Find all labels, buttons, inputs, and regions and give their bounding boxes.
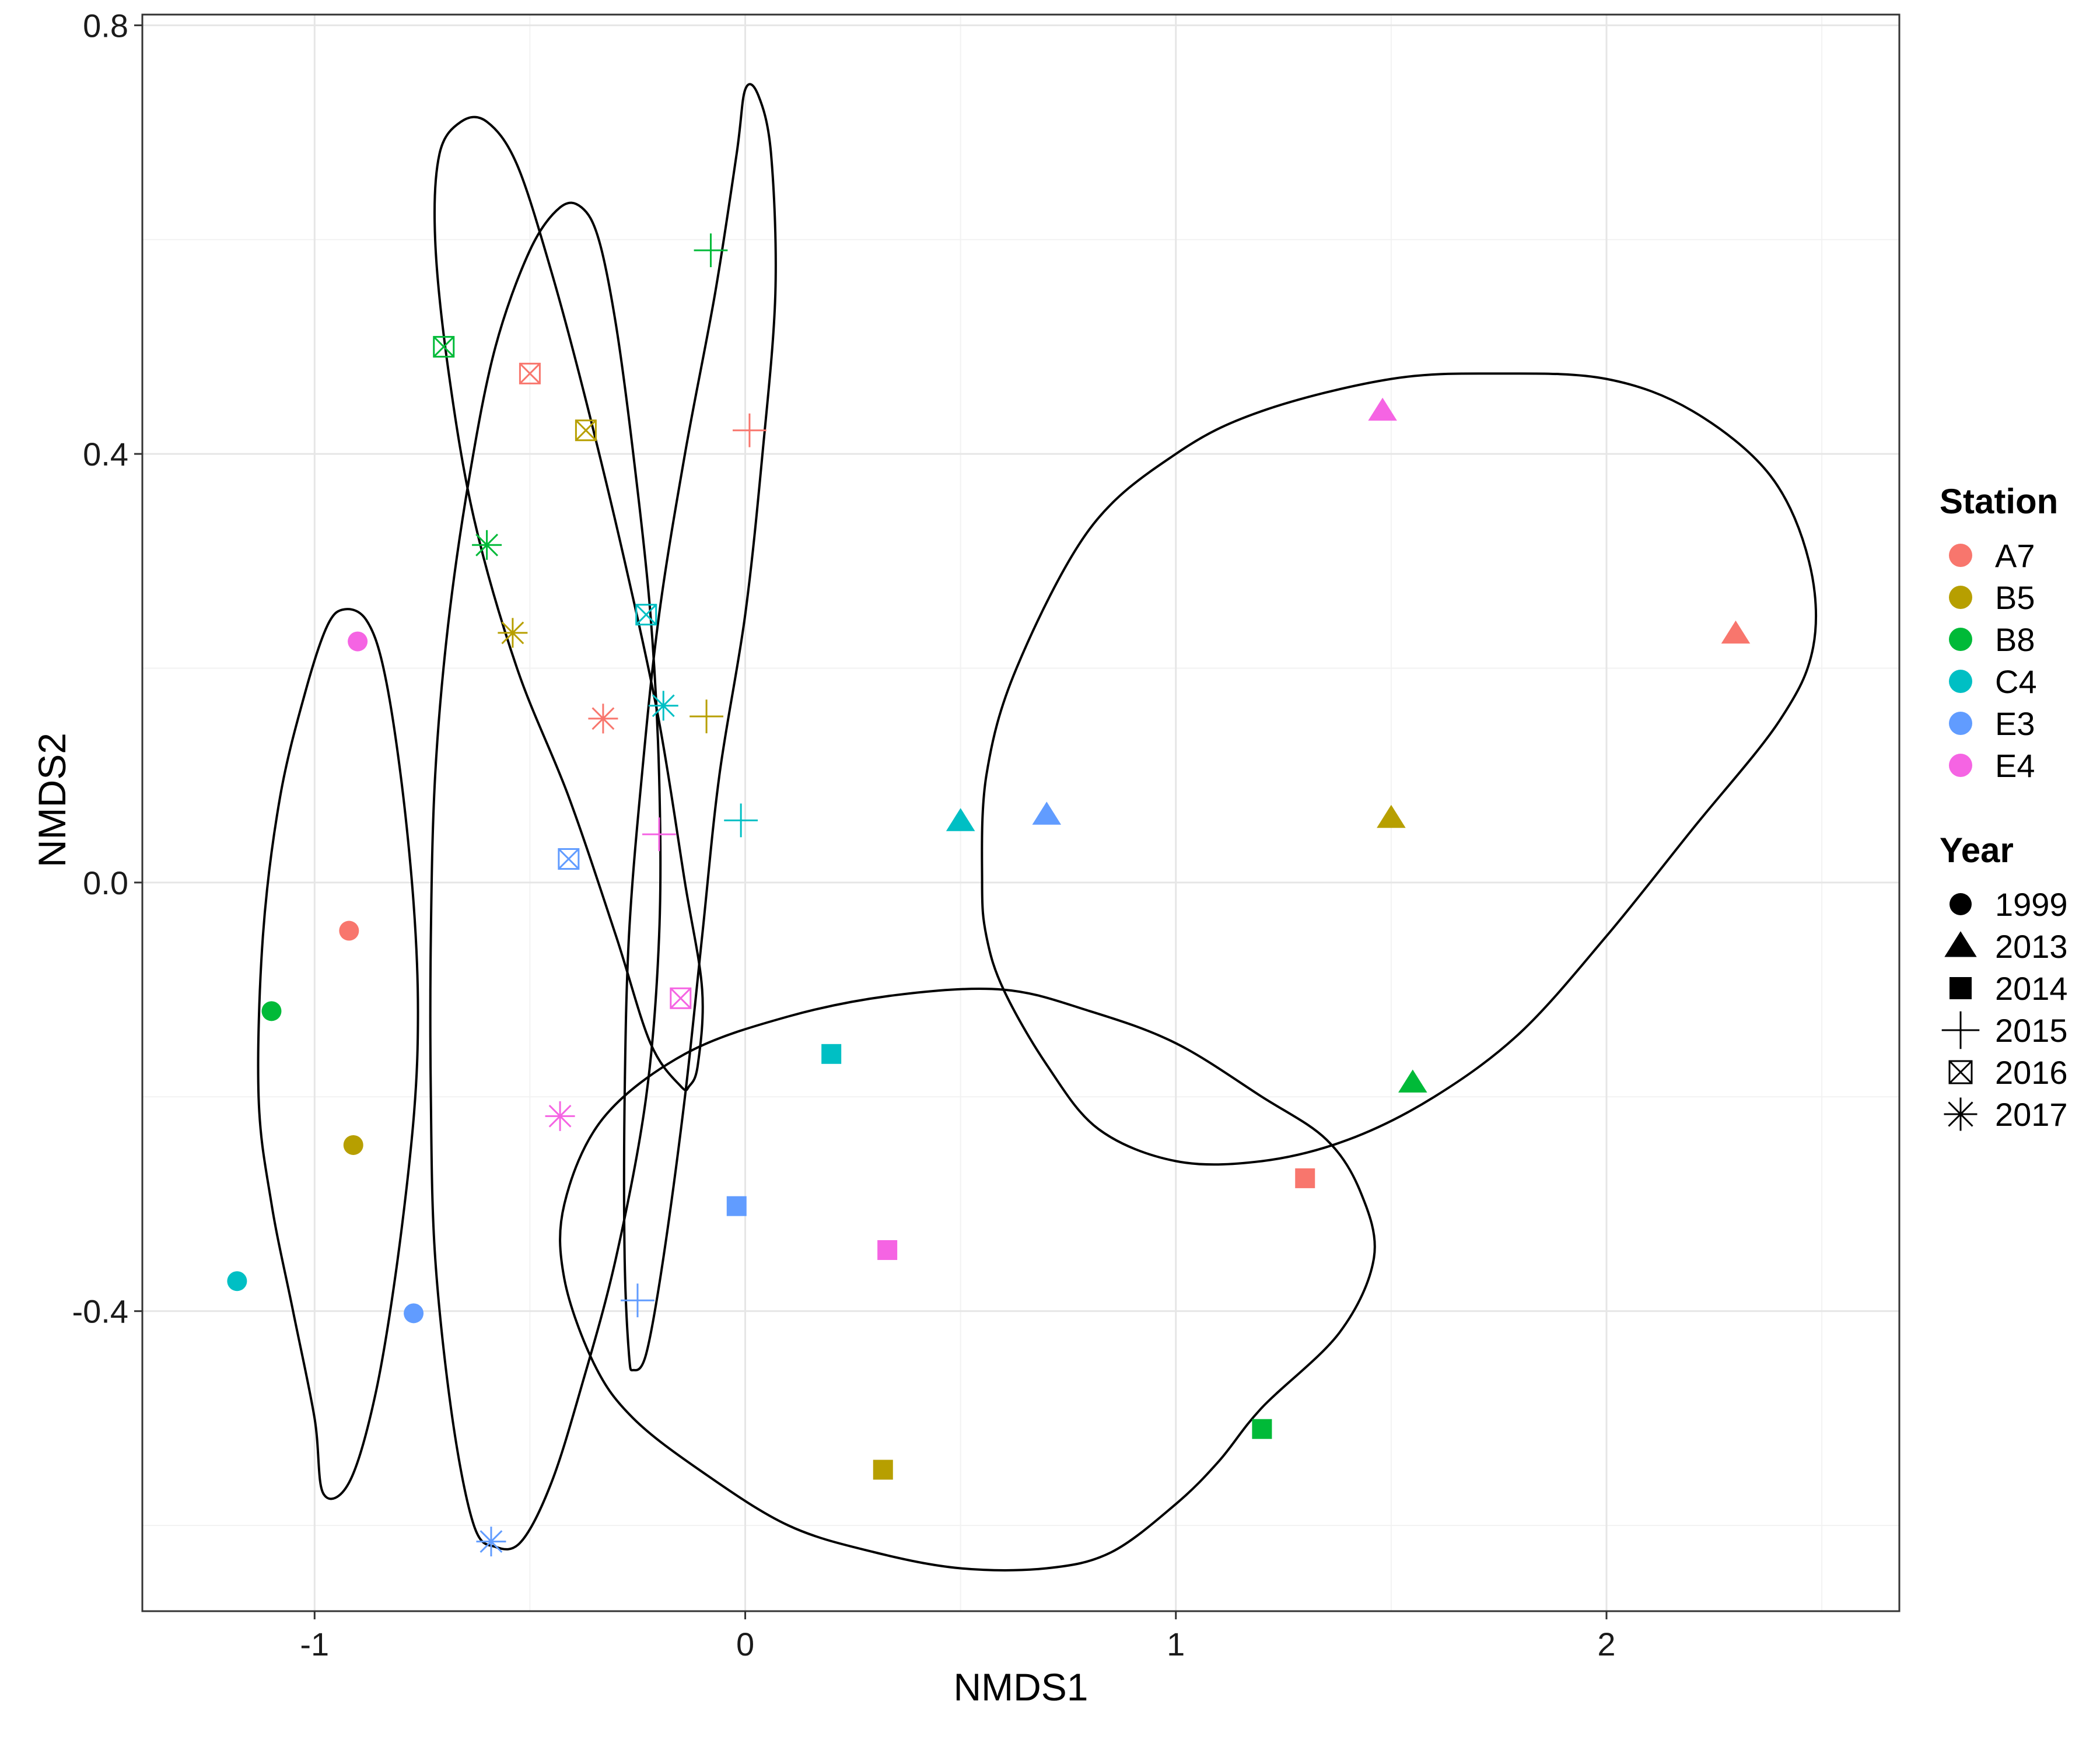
ellipse-2013 [981,372,1818,1166]
x-axis-title: NMDS1 [953,1665,1088,1709]
point-e3-2017 [476,1527,506,1557]
ellipses [257,83,1818,1572]
legend-key-a7 [1949,544,1972,567]
legend-key-b5 [1949,586,1972,609]
x-tick-label: 0 [736,1626,754,1662]
ellipse-2017 [429,201,662,1550]
point-b8-2016 [433,335,455,358]
point-b8-2017 [472,530,502,560]
legend-label-e3: E3 [1995,705,2035,742]
legend-item-2015: 2015 [1941,1011,2068,1049]
point-b8-1999 [261,1001,282,1021]
point-b8-2015 [694,233,728,268]
x-tick-label: -1 [300,1626,329,1662]
point-e3-2015 [621,1283,654,1318]
legend-item-b5: B5 [1949,579,2035,616]
legend-station: Station A7 B5 B8 C4 E3 E4 [1940,482,2058,784]
point-c4-2016 [635,604,657,626]
legend-key-c4 [1949,670,1972,693]
point-e4-2013 [1368,397,1397,421]
point-b8-2013 [1398,1069,1427,1093]
legend-key-e4 [1949,754,1972,777]
point-c4-2017 [648,691,678,721]
legend-key-2014 [1950,977,1972,999]
legend-key-e3 [1949,712,1972,735]
legend-item-e3: E3 [1949,705,2035,742]
axes: -1 0 1 2 -0.4 0.0 0.4 0.8 [72,7,1616,1662]
ellipse-1999 [257,608,419,1500]
legend: Station A7 B5 B8 C4 E3 E4 Year 1999 2013 2014 2015 2… [1940,482,2068,1133]
legend-key-2017 [1944,1097,1978,1131]
data-points [227,233,1751,1557]
point-e3-2014 [726,1196,747,1216]
y-tick-label: 0.0 [83,864,128,901]
legend-key-2013 [1944,931,1977,957]
point-a7-2013 [1721,620,1751,644]
legend-item-c4: C4 [1949,663,2037,700]
panel-border [141,13,1901,1612]
legend-item-2013: 2013 [1944,928,2068,965]
legend-label-1999: 1999 [1995,886,2068,923]
point-e3-1999 [404,1303,424,1324]
point-b5-2016 [575,419,597,442]
legend-year: Year 1999 2013 2014 2015 2016 2017 [1940,831,2068,1133]
legend-label-e4: E4 [1995,747,2035,784]
legend-label-b8: B8 [1995,621,2035,658]
legend-label-2013: 2013 [1995,928,2068,965]
point-e4-2016 [670,987,692,1009]
legend-key-2015 [1941,1011,1980,1049]
legend-label-2016: 2016 [1995,1054,2068,1091]
point-a7-2016 [519,362,541,384]
point-a7-2017 [588,704,618,734]
ellipse-2014 [559,988,1376,1572]
point-e4-2015 [642,817,676,852]
legend-item-a7: A7 [1949,537,2035,574]
point-b5-1999 [343,1135,363,1155]
legend-label-a7: A7 [1995,537,2035,574]
legend-item-e4: E4 [1949,747,2035,784]
legend-label-c4: C4 [1995,663,2037,700]
legend-item-2014: 2014 [1950,970,2068,1007]
legend-key-1999 [1950,893,1972,915]
x-tick-label: 2 [1597,1626,1615,1662]
legend-label-2014: 2014 [1995,970,2068,1007]
point-a7-1999 [339,921,359,941]
point-c4-2013 [946,808,975,831]
point-e4-2017 [545,1101,575,1131]
y-axis-title: NMDS2 [30,733,74,867]
legend-item-2017: 2017 [1944,1096,2068,1133]
point-b5-2017 [498,618,528,648]
point-b8-2014 [1252,1419,1272,1439]
point-b5-2013 [1377,804,1406,828]
point-e3-2013 [1032,802,1062,825]
legend-title-station: Station [1940,482,2058,521]
point-a7-2015 [733,413,766,447]
point-c4-2014 [821,1044,842,1064]
y-tick-label: 0.8 [83,7,128,44]
point-c4-2015 [724,803,758,838]
y-tick-label: 0.4 [83,436,128,473]
legend-key-b8 [1949,628,1972,651]
x-tick-label: 1 [1167,1626,1185,1662]
legend-key-2016 [1948,1060,1973,1084]
legend-item-b8: B8 [1949,621,2035,658]
point-c4-1999 [227,1271,247,1292]
legend-label-2017: 2017 [1995,1096,2068,1133]
legend-item-2016: 2016 [1948,1054,2068,1091]
point-e4-2014 [877,1240,898,1260]
point-a7-2014 [1295,1168,1315,1188]
ellipse-2015 [622,83,777,1371]
point-b5-2015 [690,699,723,734]
point-b5-2014 [873,1460,893,1480]
legend-title-year: Year [1940,831,2014,870]
point-e4-1999 [348,631,368,652]
point-e3-2016 [558,848,580,870]
y-tick-label: -0.4 [72,1293,129,1330]
legend-item-1999: 1999 [1950,886,2068,923]
legend-label-2015: 2015 [1995,1012,2068,1049]
legend-label-b5: B5 [1995,579,2035,616]
ellipse-2016 [433,116,704,1091]
